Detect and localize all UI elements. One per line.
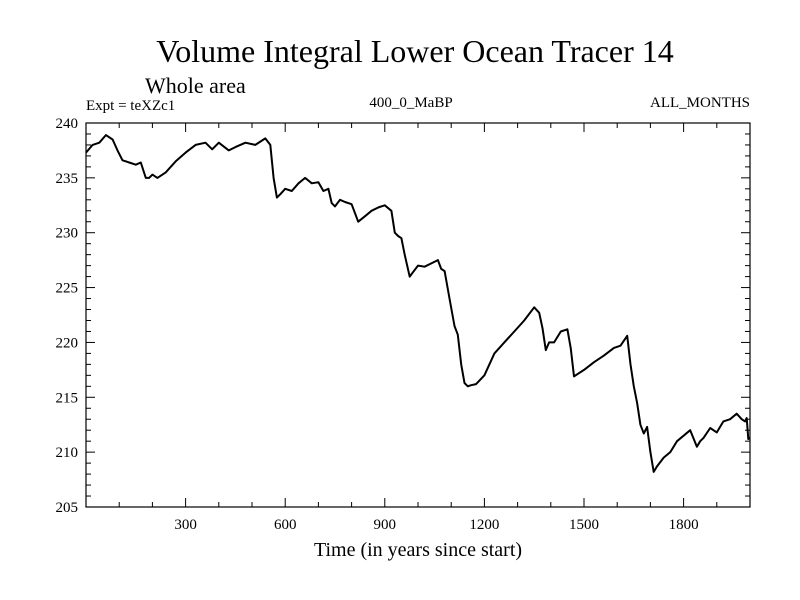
y-tick-label: 235 [56, 171, 79, 187]
x-tick-label: 1800 [669, 517, 699, 533]
y-tick-label: 240 [56, 116, 79, 132]
period-label: 400_0_MaBP [369, 95, 452, 111]
months-label: ALL_MONTHS [650, 95, 750, 111]
experiment-label: Expt = teXZc1 [86, 98, 175, 114]
x-axis: 300 600 900 1200 1500 1800 [118, 123, 718, 533]
chart-title: Volume Integral Lower Ocean Tracer 14 [156, 33, 673, 69]
y-axis: 205 210 215 220 225 230 235 240 [56, 116, 750, 516]
y-tick-label: 215 [56, 390, 79, 406]
y-tick-label: 220 [56, 335, 79, 351]
chart-subtitle: Whole area [145, 73, 246, 98]
x-axis-label: Time (in years since start) [314, 539, 522, 561]
series-line [85, 134, 751, 473]
x-tick-label: 600 [274, 517, 297, 533]
y-tick-label: 210 [56, 445, 79, 461]
x-tick-label: 300 [174, 517, 197, 533]
x-tick-label: 1500 [569, 517, 599, 533]
x-tick-label: 1200 [469, 517, 499, 533]
series-group [85, 134, 751, 473]
y-tick-label: 230 [56, 226, 79, 242]
x-tick-label: 900 [374, 517, 397, 533]
y-tick-label: 225 [56, 281, 79, 297]
y-tick-label: 205 [56, 500, 79, 516]
